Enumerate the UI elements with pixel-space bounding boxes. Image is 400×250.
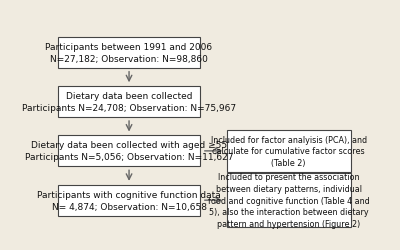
- Text: Participants between 1991 and 2006
N=27,182; Observation: N=98,860: Participants between 1991 and 2006 N=27,…: [46, 43, 213, 64]
- FancyBboxPatch shape: [227, 130, 351, 172]
- FancyBboxPatch shape: [227, 174, 351, 227]
- FancyBboxPatch shape: [58, 38, 200, 68]
- Text: Included to present the association
between dietary patterns, individual
food an: Included to present the association betw…: [208, 172, 370, 228]
- Text: Participants with cognitive function data
N= 4,874; Observation: N=10,658: Participants with cognitive function dat…: [37, 190, 221, 211]
- Text: Included for factor analyisis (PCA), and
calculate for cumulative factor scores
: Included for factor analyisis (PCA), and…: [211, 135, 367, 168]
- Text: Dietary data been collected with aged ≥55
Participants N=5,056; Observation: N=1: Dietary data been collected with aged ≥5…: [25, 141, 233, 162]
- FancyBboxPatch shape: [58, 87, 200, 118]
- FancyBboxPatch shape: [58, 185, 200, 216]
- FancyBboxPatch shape: [58, 136, 200, 167]
- Text: Dietary data been collected
Participants N=24,708; Observation: N=75,967: Dietary data been collected Participants…: [22, 92, 236, 112]
